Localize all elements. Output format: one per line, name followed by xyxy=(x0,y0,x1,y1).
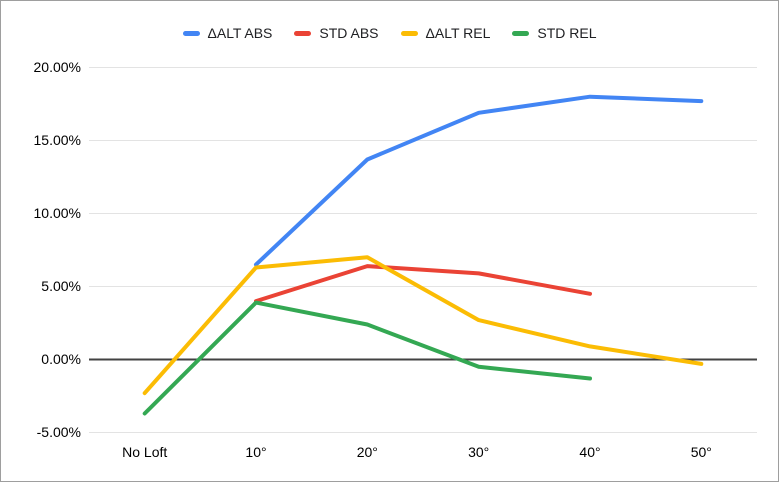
x-tick-label: No Loft xyxy=(122,444,167,460)
x-tick-label: 20° xyxy=(357,444,378,460)
legend-label: STD REL xyxy=(537,25,597,41)
y-tick-label: -5.00% xyxy=(37,424,81,440)
series-line--alt-abs xyxy=(254,94,704,267)
gridlines xyxy=(89,67,757,433)
legend: ΔALT ABS STD ABS ΔALT REL STD REL xyxy=(1,24,778,42)
series-line--alt-rel xyxy=(142,255,704,396)
legend-swatch-std-abs xyxy=(294,30,312,36)
legend-swatch-alt-rel xyxy=(400,30,418,36)
legend-label: STD ABS xyxy=(319,25,379,41)
y-tick-label: 5.00% xyxy=(41,278,81,294)
x-axis-labels: No Loft 10° 20° 30° 40° 50° xyxy=(122,444,712,460)
series-line-std-abs xyxy=(254,264,592,304)
x-tick-label: 30° xyxy=(468,444,489,460)
legend-swatch-std-rel xyxy=(512,30,530,36)
legend-item: ΔALT ABS xyxy=(182,25,273,41)
y-tick-label: 20.00% xyxy=(34,59,81,75)
legend-item: STD REL xyxy=(512,25,597,41)
x-tick-label: 50° xyxy=(691,444,712,460)
legend-label: ΔALT ABS xyxy=(207,25,273,41)
series-line-std-rel xyxy=(142,300,592,416)
y-tick-label: 15.00% xyxy=(34,132,81,148)
y-axis-labels: 20.00% 15.00% 10.00% 5.00% 0.00% -5.00% xyxy=(34,59,81,440)
x-tick-label: 40° xyxy=(579,444,600,460)
legend-label: ΔALT REL xyxy=(425,25,491,41)
legend-item: STD ABS xyxy=(294,25,379,41)
legend-swatch-alt-abs xyxy=(182,30,200,36)
x-tick-label: 10° xyxy=(245,444,266,460)
series-lines xyxy=(142,94,704,416)
y-tick-label: 0.00% xyxy=(41,351,81,367)
legend-item: ΔALT REL xyxy=(400,25,491,41)
y-tick-label: 10.00% xyxy=(34,205,81,221)
